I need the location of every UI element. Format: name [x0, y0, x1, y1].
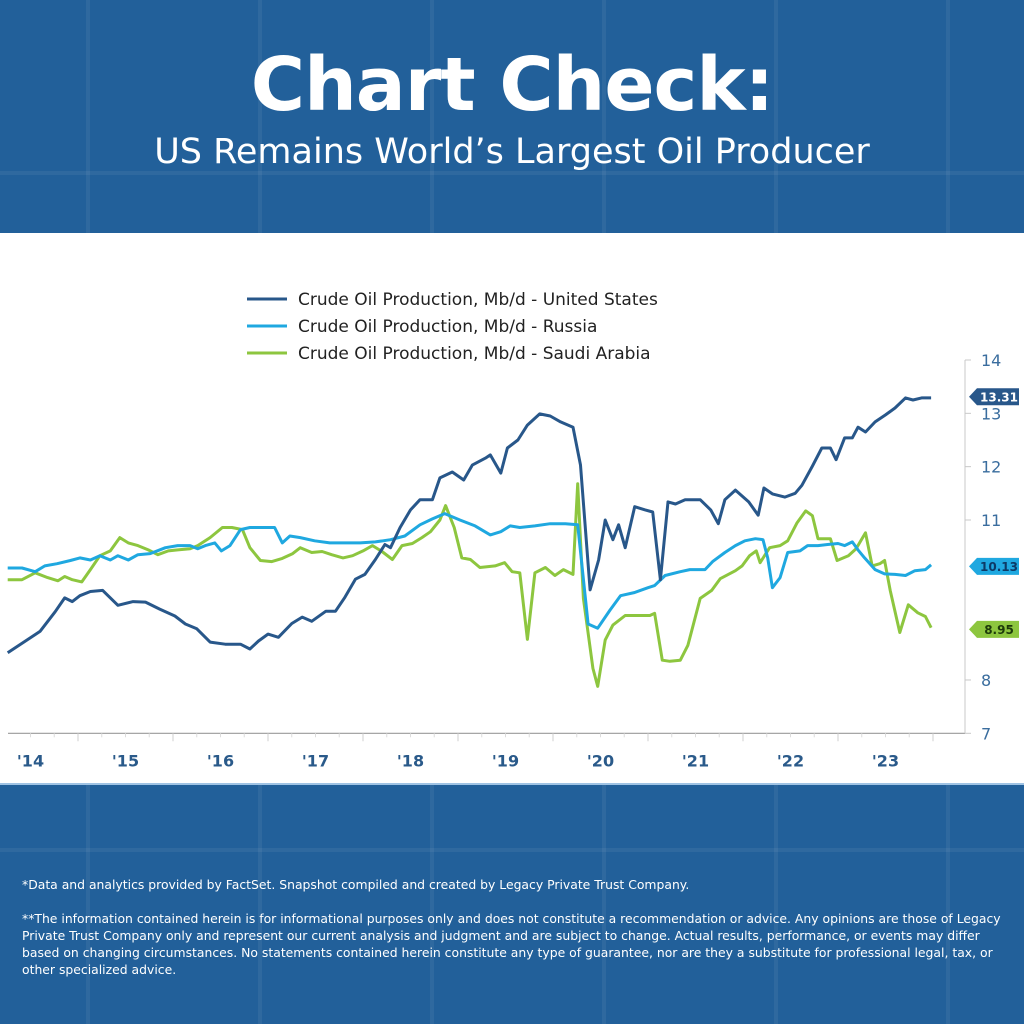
x-tick-label: '15	[112, 751, 139, 770]
y-tick-label: 11	[981, 511, 1001, 530]
x-tick-label: '18	[397, 751, 424, 770]
y-tick-label: 14	[981, 351, 1001, 370]
value-tag-label: 10.13	[980, 560, 1018, 574]
legend: Crude Oil Production, Mb/d - United Stat…	[247, 290, 658, 364]
legend-label-saudi: Crude Oil Production, Mb/d - Saudi Arabi…	[298, 344, 651, 364]
value-tag-label: 8.95	[984, 623, 1014, 637]
x-tick-label: '21	[682, 751, 709, 770]
value-tag-shape	[969, 620, 1019, 638]
value-tag-saudi: 8.95	[969, 620, 1019, 638]
disclaimer: **The information contained herein is fo…	[22, 911, 1001, 977]
series-line-russia	[7, 512, 933, 630]
series-line-saudi	[7, 482, 933, 688]
axes: 7 8 11 12 13 14 '14 '15 '16 '17 '18 '19 '20 '21 '22 '23	[8, 351, 1001, 770]
oil-production-chart: Crude Oil Production, Mb/d - United Stat…	[6, 290, 1019, 770]
source-note: *Data and analytics provided by FactSet.…	[22, 877, 690, 892]
value-tag-shape	[969, 388, 1019, 406]
y-tick-label: 13	[981, 404, 1001, 423]
chart-panel: Crude Oil Production, Mb/d - United Stat…	[0, 233, 1024, 785]
last-value-tags: 13.31 10.13 8.95	[969, 388, 1019, 638]
value-tag-label: 13.31	[980, 390, 1018, 404]
x-tick-label: '17	[302, 751, 329, 770]
x-tick-label: '14	[17, 751, 44, 770]
page-title: Chart Check:	[250, 42, 774, 128]
value-tag-us: 13.31	[969, 388, 1019, 406]
y-tick-label: 12	[981, 458, 1001, 477]
x-tick-label: '16	[207, 751, 234, 770]
y-tick-label: 8	[981, 671, 991, 690]
y-tick-label: 7	[981, 724, 991, 743]
series-lines	[6, 396, 933, 688]
legend-label-russia: Crude Oil Production, Mb/d - Russia	[298, 317, 597, 337]
x-tick-label: '19	[492, 751, 519, 770]
legend-label-us: Crude Oil Production, Mb/d - United Stat…	[298, 290, 658, 310]
value-tag-russia: 10.13	[969, 557, 1019, 575]
value-tag-shape	[969, 557, 1019, 575]
series-line-us	[6, 396, 932, 655]
x-tick-label: '22	[777, 751, 804, 770]
x-tick-label: '20	[587, 751, 614, 770]
page-subtitle: US Remains World’s Largest Oil Producer	[154, 132, 870, 172]
x-tick-label: '23	[872, 751, 899, 770]
